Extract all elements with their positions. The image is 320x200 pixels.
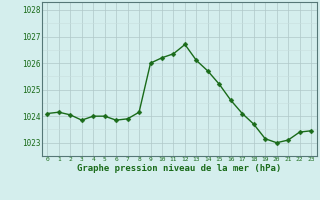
X-axis label: Graphe pression niveau de la mer (hPa): Graphe pression niveau de la mer (hPa) [77, 164, 281, 173]
